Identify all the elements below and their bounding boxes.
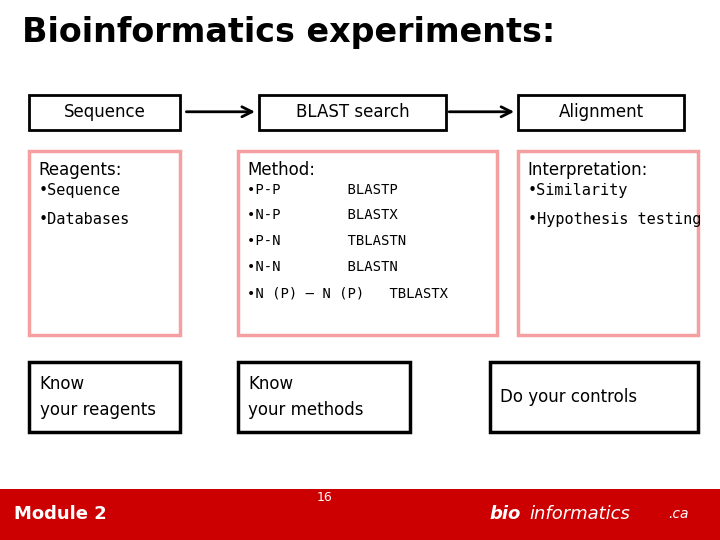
Text: Know
your methods: Know your methods (248, 375, 364, 419)
Text: Module 2: Module 2 (14, 505, 107, 523)
Bar (490, 362, 698, 432)
Text: •N (P) – N (P)   TBLASTX: •N (P) – N (P) TBLASTX (247, 286, 448, 300)
Bar (518, 94, 684, 130)
Text: •N-N        BLASTN: •N-N BLASTN (247, 260, 397, 274)
Bar (238, 362, 410, 432)
Text: •N-P        BLASTX: •N-P BLASTX (247, 208, 397, 222)
Bar (29, 94, 180, 130)
Bar (29, 151, 180, 335)
Text: Alignment: Alignment (559, 103, 644, 121)
Bar (518, 151, 698, 335)
Text: •Databases: •Databases (38, 212, 130, 227)
Text: Know
your reagents: Know your reagents (40, 375, 156, 419)
Text: Do your controls: Do your controls (500, 388, 637, 406)
Bar (29, 362, 180, 432)
Text: Method:: Method: (247, 161, 315, 179)
Bar (0, 489, 720, 540)
Text: •P-P        BLASTP: •P-P BLASTP (247, 183, 397, 197)
Text: •Sequence: •Sequence (38, 183, 120, 198)
Text: Interpretation:: Interpretation: (528, 161, 648, 179)
Bar (259, 94, 446, 130)
Text: •Similarity: •Similarity (528, 183, 628, 198)
Text: bio: bio (490, 505, 521, 523)
Text: BLAST search: BLAST search (296, 103, 410, 121)
Text: •Hypothesis testing: •Hypothesis testing (528, 212, 701, 227)
Bar (238, 151, 497, 335)
Text: Bioinformatics experiments:: Bioinformatics experiments: (22, 16, 555, 49)
Text: Reagents:: Reagents: (38, 161, 122, 179)
Text: Sequence: Sequence (63, 103, 145, 121)
Text: 16: 16 (317, 491, 333, 504)
Text: •P-N        TBLASTN: •P-N TBLASTN (247, 234, 406, 248)
Text: informatics: informatics (529, 505, 630, 523)
Text: .ca: .ca (668, 508, 688, 521)
